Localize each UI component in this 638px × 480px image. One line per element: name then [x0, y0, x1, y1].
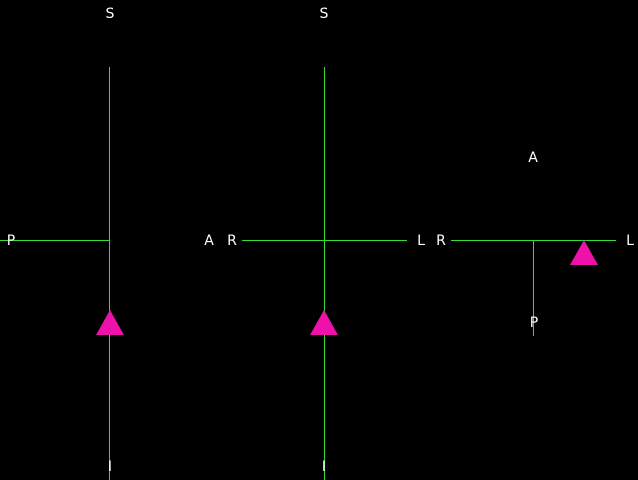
view-left-top-label: S: [106, 6, 115, 22]
triangle-marker-icon[interactable]: [310, 310, 338, 335]
view-middle-left-label-extra: R: [227, 233, 237, 249]
view-left-bottom-label: I: [108, 459, 112, 475]
view-middle[interactable]: S A R L I: [204, 6, 425, 480]
view-middle-bottom-label: I: [322, 459, 326, 475]
triangle-marker-icon[interactable]: [96, 310, 124, 335]
triangle-marker-icon[interactable]: [570, 240, 598, 265]
view-middle-top-label: S: [320, 6, 329, 22]
view-left[interactable]: S P I: [0, 6, 124, 480]
view-right-right-label: L: [626, 233, 634, 249]
view-right-top-label: A: [528, 150, 538, 166]
view-middle-left-label: A: [204, 233, 214, 249]
view-right-bottom-label: P: [530, 315, 538, 331]
view-right-left-label: R: [436, 233, 446, 249]
view-left-left-label: P: [7, 233, 15, 249]
view-right[interactable]: A R L P: [436, 150, 634, 336]
view-middle-right-label: L: [417, 233, 425, 249]
